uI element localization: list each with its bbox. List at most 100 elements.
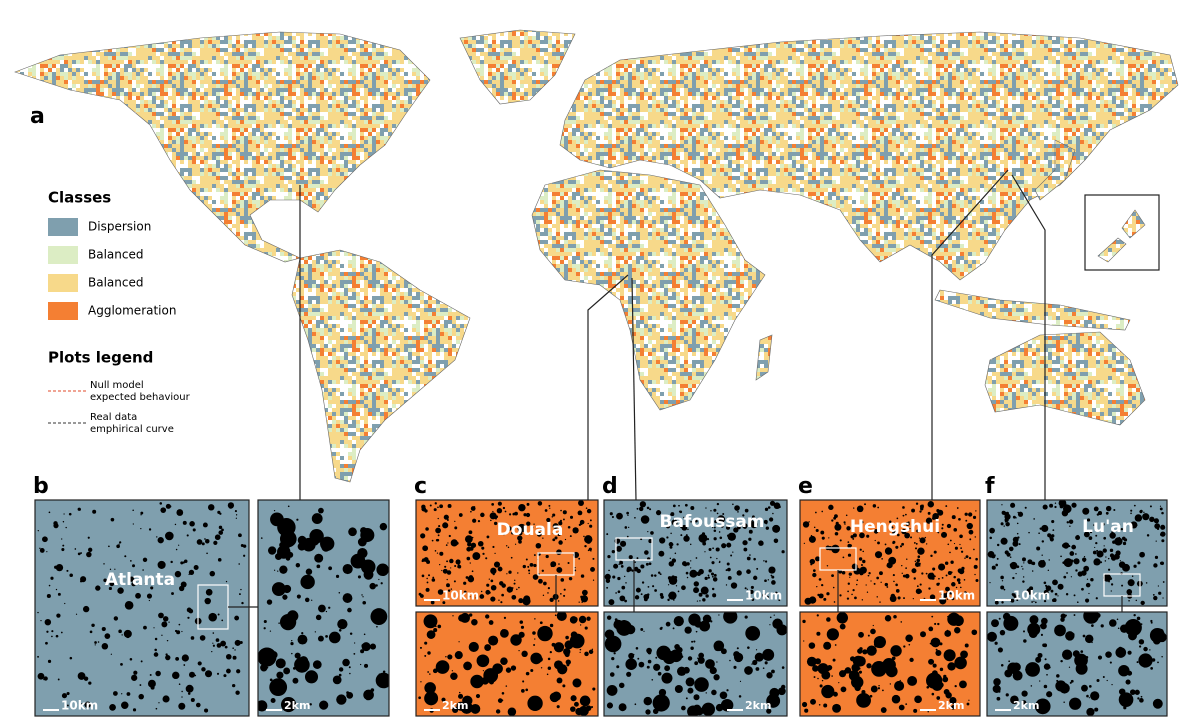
settlement <box>37 672 45 680</box>
settlement <box>1024 506 1027 509</box>
settlement <box>468 641 479 653</box>
settlement <box>216 672 220 675</box>
settlement <box>549 597 554 603</box>
settlement <box>517 572 519 574</box>
settlement <box>161 634 163 636</box>
settlement <box>201 667 206 672</box>
settlement <box>574 567 576 569</box>
settlement <box>1016 522 1019 525</box>
settlement <box>892 530 897 535</box>
panel-frame <box>415 611 599 717</box>
settlement <box>1149 516 1155 523</box>
settlement <box>319 700 329 710</box>
settlement <box>124 600 134 610</box>
settlement <box>702 598 706 602</box>
settlement <box>823 703 828 708</box>
settlement <box>803 542 805 545</box>
settlement <box>840 686 847 693</box>
settlement <box>1069 525 1071 527</box>
settlement <box>116 544 120 549</box>
settlement <box>771 575 775 579</box>
settlement <box>1133 613 1136 617</box>
settlement <box>470 510 472 513</box>
settlement <box>687 656 693 661</box>
panel-label: f <box>985 474 995 499</box>
settlement <box>1060 613 1066 619</box>
settlement <box>442 522 449 529</box>
settlement <box>1073 558 1080 565</box>
settlement <box>1043 589 1049 595</box>
settlement <box>868 572 871 575</box>
settlement <box>748 537 752 541</box>
settlement <box>157 537 164 544</box>
settlement <box>162 616 169 622</box>
settlement <box>526 502 530 506</box>
settlement <box>437 506 439 509</box>
settlement <box>964 512 968 516</box>
settlement <box>511 531 514 535</box>
settlement <box>148 599 150 602</box>
settlement <box>1012 576 1015 580</box>
settlement <box>668 593 672 597</box>
settlement <box>870 580 872 582</box>
settlement <box>902 514 905 517</box>
settlement <box>628 555 633 560</box>
settlement <box>628 652 635 659</box>
settlement <box>519 620 524 624</box>
settlement <box>701 702 716 716</box>
settlement <box>236 669 241 674</box>
settlement <box>960 650 968 659</box>
settlement <box>624 526 628 529</box>
settlement <box>831 574 834 578</box>
settlement <box>856 579 859 582</box>
settlement <box>697 657 699 660</box>
settlement <box>919 565 921 567</box>
settlement <box>240 588 242 591</box>
settlement <box>1091 624 1094 627</box>
settlement <box>217 558 222 562</box>
settlement <box>1119 560 1121 562</box>
settlement <box>312 660 322 669</box>
settlement <box>1109 553 1115 558</box>
settlement <box>710 510 712 512</box>
settlement <box>194 674 197 677</box>
settlement <box>726 542 732 548</box>
settlement <box>725 584 728 586</box>
settlement <box>767 579 770 581</box>
settlement <box>458 693 464 699</box>
settlement <box>709 556 712 559</box>
settlement <box>671 519 678 526</box>
settlement <box>488 591 491 594</box>
settlement <box>239 593 241 596</box>
settlement <box>464 535 473 543</box>
settlement <box>956 507 959 509</box>
settlement <box>65 526 67 529</box>
settlement <box>241 601 244 605</box>
settlement <box>492 573 495 576</box>
settlement <box>895 583 898 587</box>
settlement <box>279 565 288 574</box>
settlement <box>619 560 624 565</box>
settlement <box>690 521 692 523</box>
settlement <box>926 672 943 689</box>
settlement <box>425 527 429 531</box>
settlement <box>1155 540 1157 542</box>
settlement <box>118 543 120 545</box>
settlement <box>721 543 727 549</box>
settlement <box>876 576 880 580</box>
new-zealand-inset <box>1084 194 1160 271</box>
settlement <box>626 671 632 677</box>
settlement <box>270 651 278 659</box>
settlement <box>1021 565 1023 568</box>
settlement <box>1154 555 1159 559</box>
settlement <box>441 569 443 572</box>
settlement <box>666 524 671 529</box>
settlement <box>638 506 644 512</box>
settlement <box>188 569 195 576</box>
settlement <box>966 702 970 706</box>
settlement <box>726 534 730 537</box>
settlement <box>864 503 867 506</box>
settlement <box>221 619 224 622</box>
settlement <box>424 691 439 706</box>
settlement <box>1149 505 1152 508</box>
